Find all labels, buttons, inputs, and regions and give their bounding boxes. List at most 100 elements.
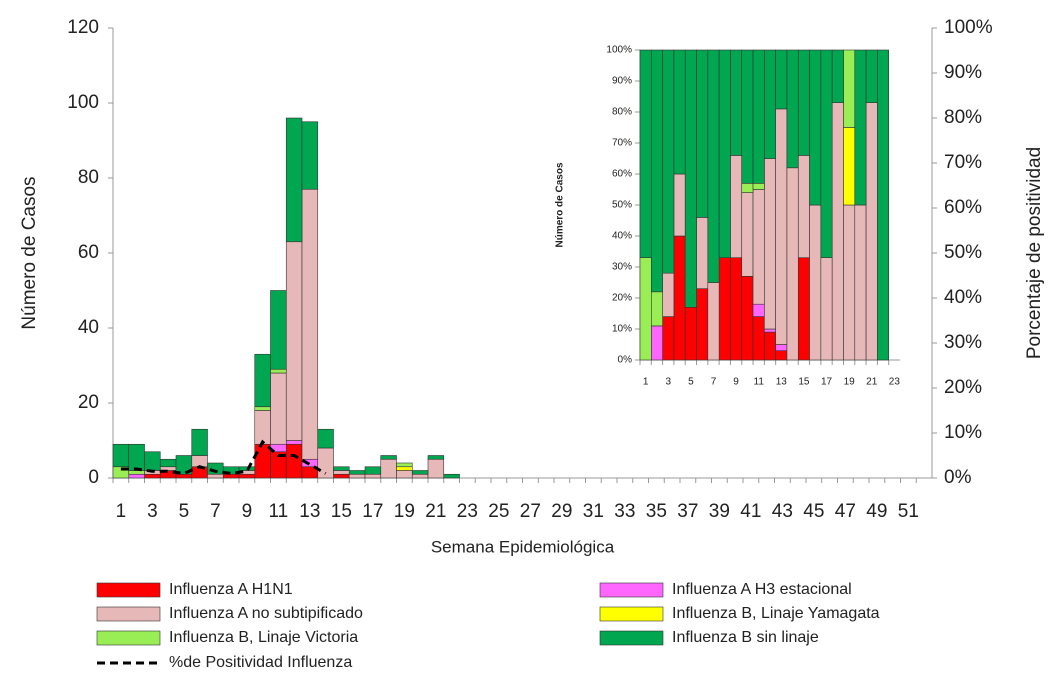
- x-tick-label: 7: [210, 501, 221, 522]
- bar: [843, 127, 856, 206]
- bar: [333, 470, 350, 475]
- bar: [662, 316, 675, 361]
- y-tick-label: 100%: [606, 45, 632, 56]
- x-tick-label: 25: [488, 501, 509, 522]
- legend-label: %de Positividad Influenza: [169, 654, 352, 671]
- y-tick-label: 10%: [612, 324, 632, 335]
- bar: [707, 49, 720, 283]
- x-tick-label: 51: [898, 501, 919, 522]
- y-tick-label: 40: [78, 317, 99, 338]
- bar: [673, 235, 686, 361]
- legend-swatch: [96, 582, 161, 598]
- bar: [752, 316, 765, 361]
- bar: [285, 443, 303, 479]
- bar: [707, 282, 720, 361]
- bar: [238, 473, 256, 479]
- x-tick-label: 15: [331, 501, 352, 522]
- bar: [843, 204, 856, 361]
- bar: [831, 102, 844, 361]
- bar: [752, 189, 765, 305]
- x-tick-label: 33: [614, 501, 635, 522]
- bar: [809, 49, 822, 206]
- bar: [741, 49, 754, 184]
- bar: [333, 466, 350, 471]
- bar: [301, 121, 319, 190]
- bar: [786, 167, 799, 361]
- bar: [730, 49, 743, 156]
- y-tick-label: 120: [67, 17, 99, 38]
- bar: [662, 272, 675, 317]
- plot: 0%10%20%30%40%50%60%70%80%90%100%1 3 5 7 9 11…: [555, 45, 901, 388]
- bar: [673, 49, 686, 175]
- y-tick-label: 80: [78, 167, 99, 188]
- line-series: [120, 439, 327, 476]
- x-tick-label: 45: [803, 501, 824, 522]
- bar: [191, 466, 208, 479]
- x-tick-label: 13: [776, 377, 788, 388]
- bar: [411, 473, 429, 479]
- bar: [730, 257, 743, 361]
- y2-tick-label: 0%: [944, 467, 972, 488]
- x-tick-label: 21: [425, 501, 446, 522]
- bar: [380, 458, 397, 479]
- x-tick-label: 49: [866, 501, 887, 522]
- bar: [843, 49, 856, 128]
- bar: [718, 257, 731, 361]
- bar: [396, 470, 413, 479]
- x-tick-label: 9: [733, 377, 739, 388]
- bar: [317, 428, 334, 449]
- bar: [764, 158, 776, 330]
- x-tick-label: 29: [551, 501, 572, 522]
- legend-label: Influenza A H3 estacional: [672, 581, 852, 598]
- x-tick-label: 7: [711, 377, 717, 388]
- legend-swatch: [599, 630, 664, 646]
- bar: [877, 49, 889, 361]
- bar: [639, 49, 652, 258]
- y-tick-label: 60%: [612, 169, 632, 180]
- x-tick-label: 1: [116, 501, 127, 522]
- legend-swatch: [599, 606, 664, 622]
- legend-label: Influenza B, Linaje Victoria: [169, 629, 358, 646]
- y2-tick-label: 10%: [944, 422, 982, 443]
- y-tick-label: 60: [78, 242, 99, 263]
- bar: [651, 49, 663, 293]
- bar: [427, 455, 445, 460]
- y-tick-label: 20: [78, 392, 99, 413]
- x-tick-label: 35: [646, 501, 667, 522]
- bar: [673, 173, 686, 237]
- bar: [684, 49, 697, 308]
- x-tick-label: 15: [798, 377, 810, 388]
- y-tick-label: 30%: [612, 262, 632, 273]
- y2-tick-label: 80%: [944, 107, 982, 128]
- x-tick-label: 41: [740, 501, 761, 522]
- y-tick-label: 100: [67, 92, 99, 113]
- bar: [797, 155, 810, 258]
- bar: [207, 473, 224, 479]
- bar: [696, 49, 709, 218]
- bar: [651, 325, 663, 361]
- bar: [348, 473, 366, 479]
- bar: [639, 257, 652, 361]
- legend-label: Influenza B, Linaje Yamagata: [672, 605, 880, 622]
- bar: [128, 473, 145, 479]
- x-tick-label: 23: [457, 501, 478, 522]
- x-tick-label: 3: [665, 377, 671, 388]
- legend-swatch: [96, 630, 161, 646]
- x-tick-label: 11: [754, 377, 765, 388]
- bar: [741, 192, 754, 277]
- bar: [775, 108, 788, 345]
- bar: [696, 288, 709, 361]
- x-tick-label: 13: [299, 501, 320, 522]
- bar: [662, 49, 675, 274]
- bar: [159, 458, 177, 468]
- legend-label: Influenza A H1N1: [169, 581, 293, 598]
- bar: [333, 473, 350, 479]
- legend-swatch: [599, 582, 664, 598]
- bar: [741, 183, 754, 193]
- bar: [764, 49, 776, 159]
- bar: [797, 49, 810, 156]
- bar: [254, 410, 271, 445]
- bar: [270, 372, 287, 445]
- bar: [684, 306, 697, 361]
